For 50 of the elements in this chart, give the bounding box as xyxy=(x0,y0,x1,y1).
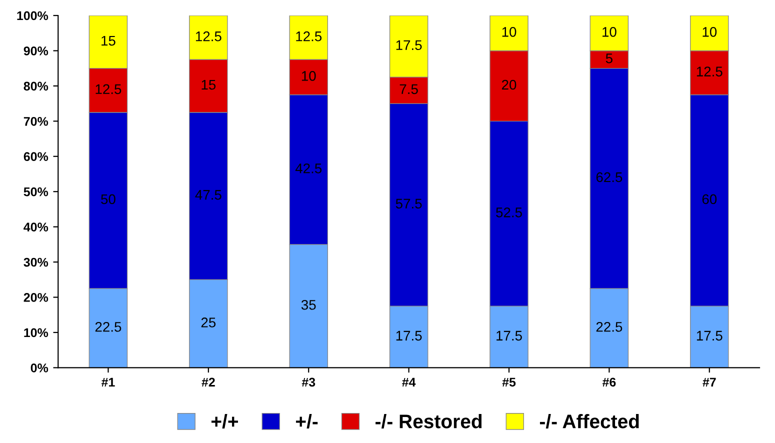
data-label: 17.5 xyxy=(696,330,722,341)
data-label: 20 xyxy=(502,80,516,90)
data-label: 22.5 xyxy=(95,322,122,332)
data-label: 17.5 xyxy=(396,40,422,50)
x-tick-label: #5 xyxy=(502,378,516,387)
data-label: 22.5 xyxy=(596,322,622,332)
data-label: 5 xyxy=(606,54,612,64)
x-tick-label: #6 xyxy=(602,378,616,387)
data-label: 7.5 xyxy=(400,84,418,94)
y-tick-label: 20% xyxy=(24,293,48,302)
y-tick-label: 90% xyxy=(24,46,48,56)
legend-label: +/+ xyxy=(211,414,238,429)
data-label: 52.5 xyxy=(496,208,522,218)
data-label: 15 xyxy=(102,36,116,46)
data-label: 47.5 xyxy=(195,190,222,200)
data-label: 10 xyxy=(702,27,717,37)
data-label: 10 xyxy=(602,27,616,37)
y-tick-label: 50% xyxy=(24,187,48,196)
y-tick-label: 30% xyxy=(24,258,48,267)
y-tick-label: 60% xyxy=(24,152,48,162)
data-label: 62.5 xyxy=(596,172,622,182)
x-tick-label: #1 xyxy=(101,378,115,386)
y-tick-label: 70% xyxy=(24,116,48,126)
data-label: 15 xyxy=(202,80,216,90)
data-label: 12.5 xyxy=(96,84,122,94)
data-label: 17.5 xyxy=(496,330,522,341)
x-tick-label: #7 xyxy=(702,378,716,386)
x-tick-label: #4 xyxy=(402,378,416,386)
data-label: 10 xyxy=(502,27,516,37)
legend-label: -/- Restored xyxy=(376,414,482,429)
data-label: 35 xyxy=(301,300,316,310)
data-label: 60 xyxy=(702,194,717,204)
y-tick-label: 0% xyxy=(30,363,48,372)
y-tick-label: 100% xyxy=(17,11,48,20)
x-tick-label: #3 xyxy=(302,378,316,387)
legend-label: -/- Affected xyxy=(540,414,639,429)
y-tick-label: 80% xyxy=(24,82,48,91)
data-label: 25 xyxy=(201,318,216,328)
y-tick-label: 40% xyxy=(24,222,48,232)
data-label: 10 xyxy=(302,71,316,81)
data-label: 12.5 xyxy=(296,31,322,42)
data-label: 57.5 xyxy=(396,198,422,209)
data-label: 42.5 xyxy=(295,163,322,174)
data-label: 17.5 xyxy=(396,330,422,341)
data-label: 50 xyxy=(101,194,116,204)
data-label: 12.5 xyxy=(196,31,222,42)
y-tick-label: 10% xyxy=(24,328,48,338)
data-label: 12.5 xyxy=(696,66,722,76)
legend-label: +/- xyxy=(296,414,318,429)
x-tick-label: #2 xyxy=(202,378,215,386)
